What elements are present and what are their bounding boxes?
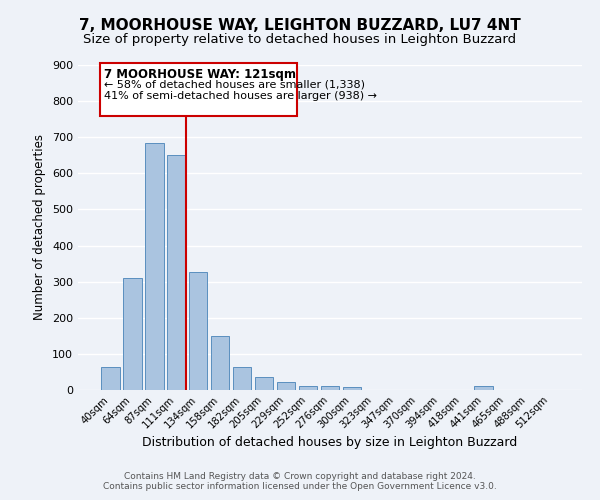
Bar <box>343 387 361 390</box>
Text: 7, MOORHOUSE WAY, LEIGHTON BUZZARD, LU7 4NT: 7, MOORHOUSE WAY, LEIGHTON BUZZARD, LU7 … <box>79 18 521 32</box>
Text: 41% of semi-detached houses are larger (938) →: 41% of semi-detached houses are larger (… <box>104 90 377 101</box>
Bar <box>277 382 295 390</box>
Bar <box>101 366 119 390</box>
Text: ← 58% of detached houses are smaller (1,338): ← 58% of detached houses are smaller (1,… <box>104 79 365 89</box>
Bar <box>145 142 164 390</box>
X-axis label: Distribution of detached houses by size in Leighton Buzzard: Distribution of detached houses by size … <box>142 436 518 449</box>
Bar <box>189 272 208 390</box>
Bar <box>233 366 251 390</box>
Text: Size of property relative to detached houses in Leighton Buzzard: Size of property relative to detached ho… <box>83 32 517 46</box>
Bar <box>320 386 340 390</box>
Bar <box>299 386 317 390</box>
Bar <box>211 336 229 390</box>
Text: Contains HM Land Registry data © Crown copyright and database right 2024.: Contains HM Land Registry data © Crown c… <box>124 472 476 481</box>
Bar <box>255 378 274 390</box>
Bar <box>167 156 185 390</box>
Bar <box>123 278 142 390</box>
Text: 7 MOORHOUSE WAY: 121sqm: 7 MOORHOUSE WAY: 121sqm <box>104 68 296 80</box>
Text: Contains public sector information licensed under the Open Government Licence v3: Contains public sector information licen… <box>103 482 497 491</box>
Bar <box>475 386 493 390</box>
Bar <box>100 63 297 116</box>
Y-axis label: Number of detached properties: Number of detached properties <box>34 134 46 320</box>
